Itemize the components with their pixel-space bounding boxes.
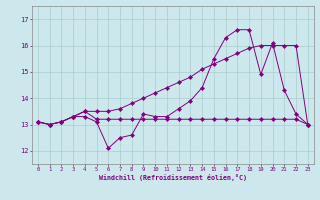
X-axis label: Windchill (Refroidissement éolien,°C): Windchill (Refroidissement éolien,°C) (99, 174, 247, 181)
